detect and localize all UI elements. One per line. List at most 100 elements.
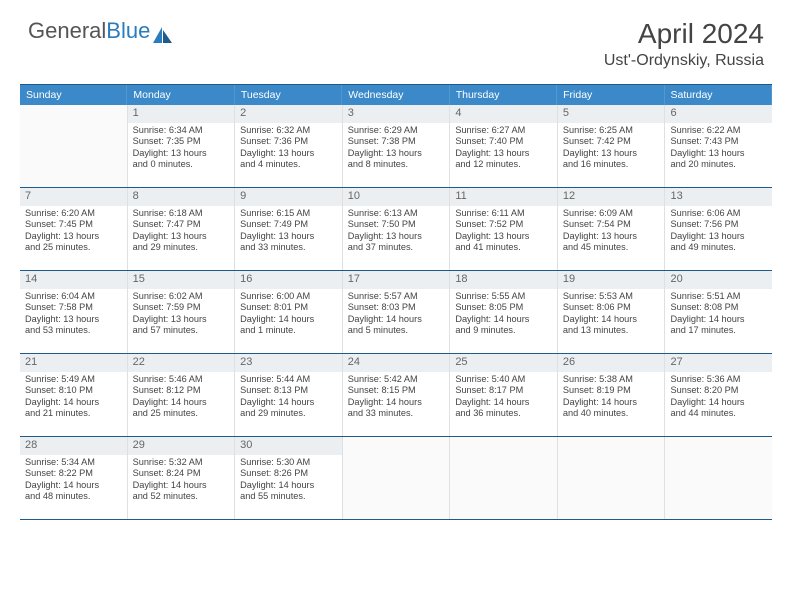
day-number: 30 (235, 437, 342, 455)
daylight-line-1: Daylight: 13 hours (25, 314, 122, 326)
daylight-line-1: Daylight: 14 hours (670, 314, 767, 326)
daylight-line-2: and 41 minutes. (455, 242, 552, 254)
day-cell: 30Sunrise: 5:30 AMSunset: 8:26 PMDayligh… (235, 437, 343, 519)
sunrise-line: Sunrise: 6:04 AM (25, 291, 122, 303)
day-cell: 20Sunrise: 5:51 AMSunset: 8:08 PMDayligh… (665, 271, 772, 353)
day-cell: 18Sunrise: 5:55 AMSunset: 8:05 PMDayligh… (450, 271, 558, 353)
day-empty (558, 437, 666, 519)
logo-sail-icon (153, 23, 173, 39)
day-cell: 11Sunrise: 6:11 AMSunset: 7:52 PMDayligh… (450, 188, 558, 270)
daylight-line-1: Daylight: 14 hours (133, 480, 230, 492)
sunset-line: Sunset: 7:52 PM (455, 219, 552, 231)
sunrise-line: Sunrise: 5:53 AM (563, 291, 660, 303)
sunrise-line: Sunrise: 6:02 AM (133, 291, 230, 303)
day-cell: 28Sunrise: 5:34 AMSunset: 8:22 PMDayligh… (20, 437, 128, 519)
daylight-line-1: Daylight: 13 hours (563, 231, 660, 243)
day-cell: 22Sunrise: 5:46 AMSunset: 8:12 PMDayligh… (128, 354, 236, 436)
daylight-line-2: and 52 minutes. (133, 491, 230, 503)
week-row: 7Sunrise: 6:20 AMSunset: 7:45 PMDaylight… (20, 188, 772, 271)
daylight-line-2: and 16 minutes. (563, 159, 660, 171)
day-number: 13 (665, 188, 772, 206)
sunrise-line: Sunrise: 5:36 AM (670, 374, 767, 386)
sunrise-line: Sunrise: 6:18 AM (133, 208, 230, 220)
sunset-line: Sunset: 7:58 PM (25, 302, 122, 314)
daylight-line-1: Daylight: 13 hours (240, 148, 337, 160)
daylight-line-2: and 4 minutes. (240, 159, 337, 171)
sunrise-line: Sunrise: 6:27 AM (455, 125, 552, 137)
day-cell: 29Sunrise: 5:32 AMSunset: 8:24 PMDayligh… (128, 437, 236, 519)
daylight-line-1: Daylight: 14 hours (25, 480, 122, 492)
sunrise-line: Sunrise: 5:46 AM (133, 374, 230, 386)
day-cell: 5Sunrise: 6:25 AMSunset: 7:42 PMDaylight… (558, 105, 666, 187)
day-cell: 4Sunrise: 6:27 AMSunset: 7:40 PMDaylight… (450, 105, 558, 187)
daylight-line-2: and 33 minutes. (240, 242, 337, 254)
sunset-line: Sunset: 8:12 PM (133, 385, 230, 397)
sunrise-line: Sunrise: 6:25 AM (563, 125, 660, 137)
daylight-line-2: and 9 minutes. (455, 325, 552, 337)
logo: GeneralBlue (28, 18, 173, 44)
daylight-line-1: Daylight: 14 hours (563, 314, 660, 326)
day-empty (20, 105, 128, 187)
day-cell: 15Sunrise: 6:02 AMSunset: 7:59 PMDayligh… (128, 271, 236, 353)
sunrise-line: Sunrise: 5:40 AM (455, 374, 552, 386)
sunrise-line: Sunrise: 6:29 AM (348, 125, 445, 137)
calendar: SundayMondayTuesdayWednesdayThursdayFrid… (20, 84, 772, 520)
day-number: 23 (235, 354, 342, 372)
day-number: 8 (128, 188, 235, 206)
sunset-line: Sunset: 8:08 PM (670, 302, 767, 314)
day-cell: 6Sunrise: 6:22 AMSunset: 7:43 PMDaylight… (665, 105, 772, 187)
sunset-line: Sunset: 7:35 PM (133, 136, 230, 148)
daylight-line-2: and 37 minutes. (348, 242, 445, 254)
daylight-line-2: and 25 minutes. (25, 242, 122, 254)
day-cell: 7Sunrise: 6:20 AMSunset: 7:45 PMDaylight… (20, 188, 128, 270)
week-row: 14Sunrise: 6:04 AMSunset: 7:58 PMDayligh… (20, 271, 772, 354)
day-cell: 19Sunrise: 5:53 AMSunset: 8:06 PMDayligh… (558, 271, 666, 353)
sunset-line: Sunset: 8:03 PM (348, 302, 445, 314)
daylight-line-2: and 40 minutes. (563, 408, 660, 420)
day-number: 27 (665, 354, 772, 372)
daylight-line-1: Daylight: 13 hours (240, 231, 337, 243)
day-number: 4 (450, 105, 557, 123)
daylight-line-1: Daylight: 14 hours (240, 314, 337, 326)
week-row: 28Sunrise: 5:34 AMSunset: 8:22 PMDayligh… (20, 437, 772, 520)
dow-header: Wednesday (342, 85, 449, 105)
sunset-line: Sunset: 7:56 PM (670, 219, 767, 231)
week-row: 21Sunrise: 5:49 AMSunset: 8:10 PMDayligh… (20, 354, 772, 437)
daylight-line-1: Daylight: 13 hours (455, 231, 552, 243)
day-cell: 12Sunrise: 6:09 AMSunset: 7:54 PMDayligh… (558, 188, 666, 270)
sunset-line: Sunset: 8:19 PM (563, 385, 660, 397)
daylight-line-1: Daylight: 13 hours (348, 231, 445, 243)
day-number: 10 (343, 188, 450, 206)
sunrise-line: Sunrise: 5:55 AM (455, 291, 552, 303)
sunset-line: Sunset: 7:49 PM (240, 219, 337, 231)
day-number: 17 (343, 271, 450, 289)
sunrise-line: Sunrise: 5:38 AM (563, 374, 660, 386)
daylight-line-1: Daylight: 13 hours (133, 231, 230, 243)
day-cell: 9Sunrise: 6:15 AMSunset: 7:49 PMDaylight… (235, 188, 343, 270)
daylight-line-2: and 55 minutes. (240, 491, 337, 503)
day-number: 9 (235, 188, 342, 206)
day-cell: 23Sunrise: 5:44 AMSunset: 8:13 PMDayligh… (235, 354, 343, 436)
daylight-line-2: and 20 minutes. (670, 159, 767, 171)
dow-header: Sunday (20, 85, 127, 105)
sunset-line: Sunset: 8:05 PM (455, 302, 552, 314)
day-empty (665, 437, 772, 519)
daylight-line-2: and 45 minutes. (563, 242, 660, 254)
daylight-line-1: Daylight: 14 hours (670, 397, 767, 409)
sunrise-line: Sunrise: 6:09 AM (563, 208, 660, 220)
weeks-container: 1Sunrise: 6:34 AMSunset: 7:35 PMDaylight… (20, 105, 772, 520)
sunset-line: Sunset: 7:38 PM (348, 136, 445, 148)
sunrise-line: Sunrise: 6:00 AM (240, 291, 337, 303)
day-number: 28 (20, 437, 127, 455)
sunset-line: Sunset: 7:59 PM (133, 302, 230, 314)
sunset-line: Sunset: 7:36 PM (240, 136, 337, 148)
daylight-line-2: and 57 minutes. (133, 325, 230, 337)
day-cell: 17Sunrise: 5:57 AMSunset: 8:03 PMDayligh… (343, 271, 451, 353)
sunset-line: Sunset: 8:26 PM (240, 468, 337, 480)
dow-row: SundayMondayTuesdayWednesdayThursdayFrid… (20, 85, 772, 105)
sunset-line: Sunset: 8:13 PM (240, 385, 337, 397)
day-cell: 27Sunrise: 5:36 AMSunset: 8:20 PMDayligh… (665, 354, 772, 436)
sunset-line: Sunset: 8:24 PM (133, 468, 230, 480)
daylight-line-2: and 33 minutes. (348, 408, 445, 420)
daylight-line-1: Daylight: 13 hours (670, 231, 767, 243)
